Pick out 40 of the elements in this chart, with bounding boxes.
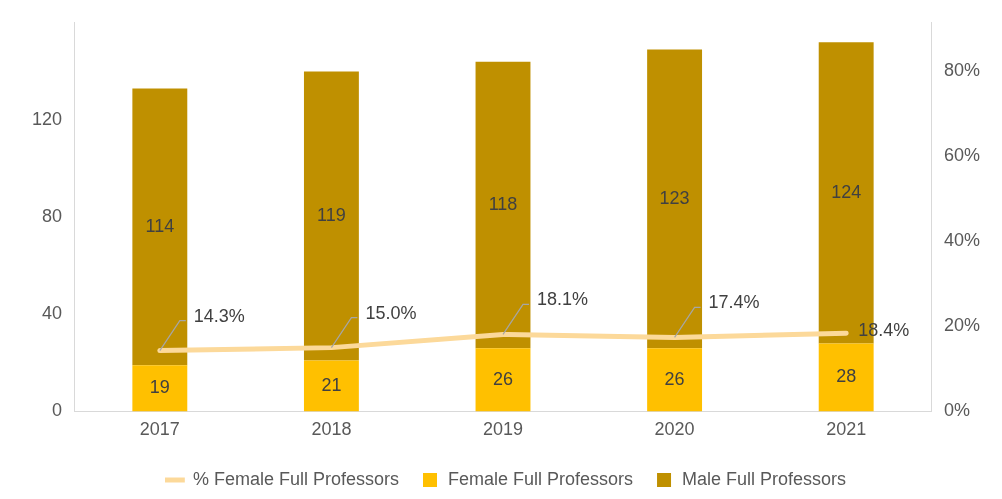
bar — [647, 49, 703, 349]
bar — [132, 365, 188, 412]
bar — [818, 343, 874, 412]
x-tick-label: 2017 — [139, 419, 180, 440]
bar — [475, 348, 531, 412]
legend-label: % Female Full Professors — [192, 468, 399, 489]
y-tick-label: 40 — [42, 303, 63, 324]
y-tick-label: 0 — [52, 400, 63, 421]
bar — [303, 360, 359, 412]
data-label: 14.3% — [193, 305, 245, 326]
bar — [647, 348, 703, 412]
y2-tick-label: 20% — [943, 315, 980, 336]
data-label: 119 — [317, 204, 346, 225]
data-label: 18.1% — [537, 289, 589, 310]
bar — [132, 88, 188, 366]
data-label: 124 — [831, 181, 862, 202]
data-label: 19 — [149, 377, 170, 398]
bar — [303, 71, 359, 361]
y2-tick-label: 40% — [943, 230, 980, 251]
legend-label: Female Full Professors — [447, 468, 634, 489]
data-label: 118 — [488, 193, 518, 214]
x-tick-label: 2018 — [311, 419, 352, 440]
y-tick-label: 80 — [42, 206, 63, 227]
data-label: 26 — [492, 368, 514, 389]
y2-tick-label: 60% — [943, 145, 980, 166]
data-label: 17.4% — [708, 292, 760, 313]
data-label: 123 — [659, 187, 690, 208]
data-label: 28 — [836, 366, 857, 387]
y2-tick-label: 0% — [943, 400, 970, 421]
data-label: 26 — [664, 368, 685, 389]
x-tick-label: 2019 — [482, 419, 524, 440]
legend-label: Male Full Professors — [682, 468, 847, 489]
data-label: 15.0% — [365, 302, 417, 323]
x-tick-label: 2021 — [826, 419, 867, 440]
x-tick-label: 2020 — [654, 419, 695, 440]
y2-tick-label: 80% — [943, 60, 980, 81]
bar — [475, 61, 531, 349]
data-label: 114 — [145, 215, 175, 236]
data-label: 21 — [321, 374, 342, 395]
y-tick-label: 120 — [31, 108, 63, 129]
